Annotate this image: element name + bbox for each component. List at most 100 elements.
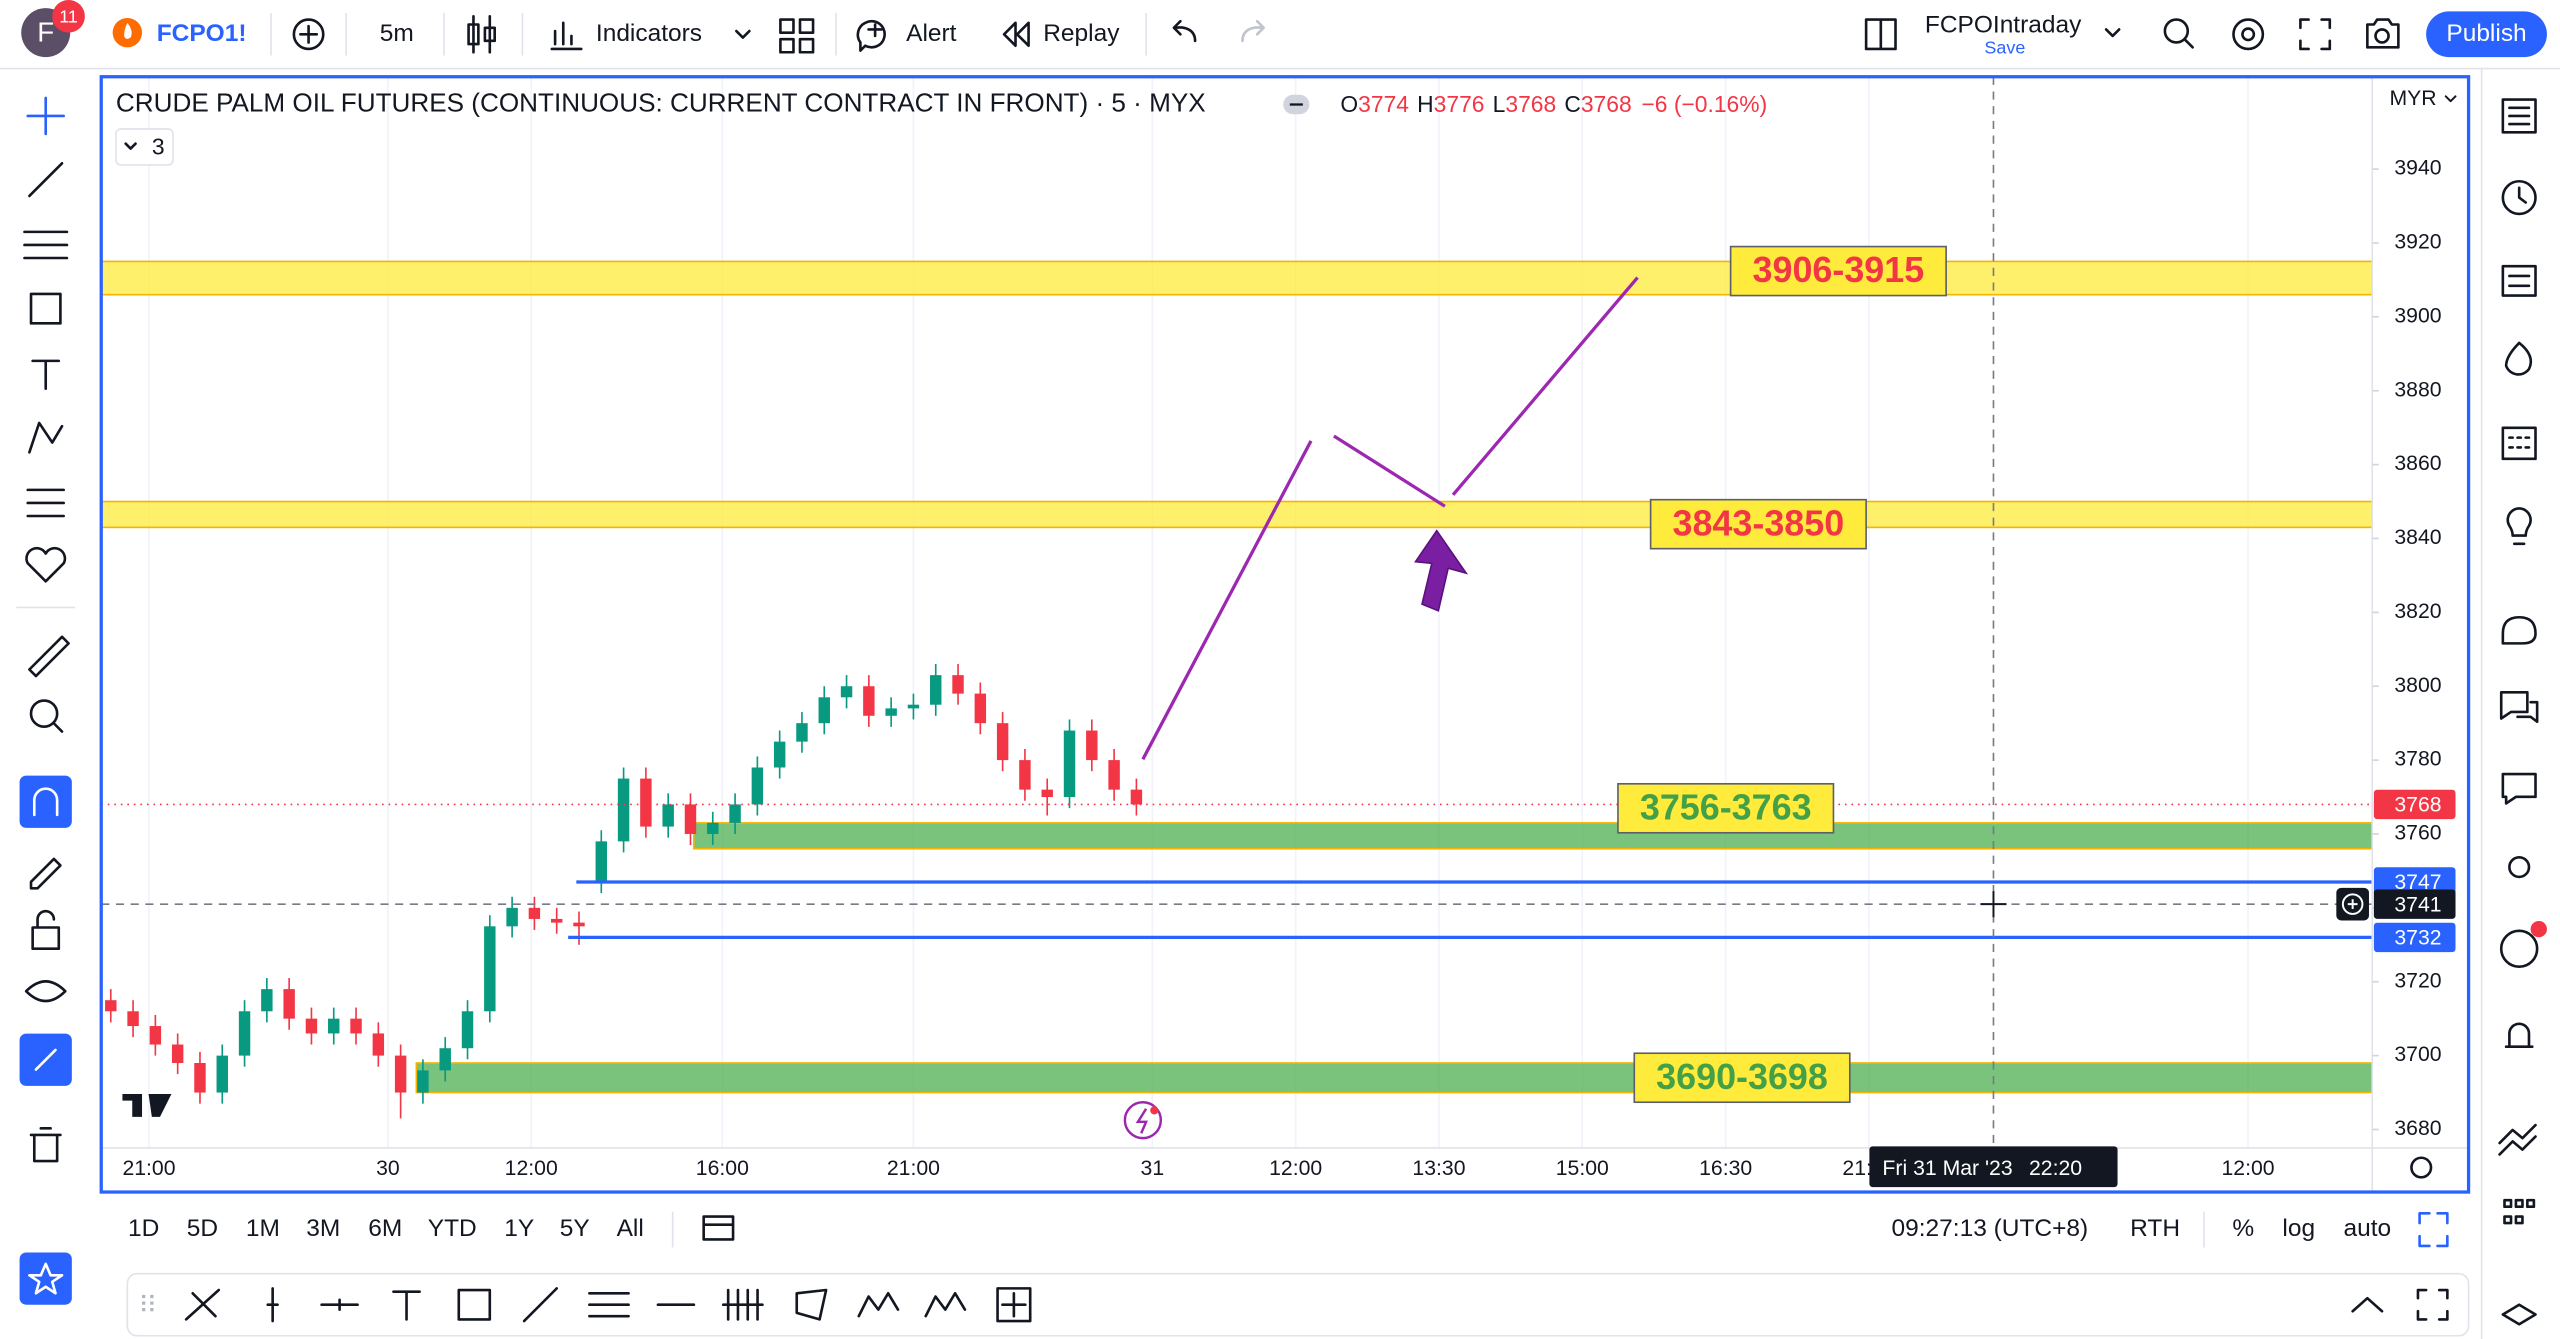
log-toggle[interactable]: log [2282,1215,2315,1242]
favorites-tool[interactable] [25,546,67,583]
ideas[interactable] [2506,507,2532,546]
draw-tool[interactable] [588,1291,630,1318]
news[interactable] [2501,264,2537,297]
range-button[interactable]: 5Y [560,1215,590,1242]
layout-name[interactable]: FCPOIntraday [1925,12,2082,39]
arrow-marker[interactable] [1414,529,1469,612]
candle-body [952,675,964,694]
percent-toggle[interactable]: % [2232,1215,2254,1242]
collapse-toolbar[interactable] [2351,1296,2384,1313]
measure-tool[interactable] [28,635,70,678]
publish-button[interactable] [2426,11,2547,58]
magnet-tool[interactable] [19,775,72,828]
watchlist[interactable] [2501,98,2537,134]
auto-toggle[interactable]: auto [2344,1215,2392,1242]
draw-tool[interactable] [320,1298,359,1311]
undo[interactable] [1172,19,1197,43]
range-button[interactable]: All [617,1215,644,1242]
draw-tool[interactable] [721,1288,764,1321]
fib-tool[interactable] [23,230,69,260]
symbol[interactable]: FCPO1! [157,20,247,47]
zone-label-box[interactable] [1649,498,1867,550]
notifications[interactable] [2504,1022,2534,1049]
trend-line-tool[interactable] [28,161,64,198]
prediction-tool[interactable] [26,488,65,518]
chart-type[interactable] [467,15,497,54]
maximize[interactable] [2416,1288,2449,1321]
goto-date[interactable] [702,1215,735,1241]
chevron[interactable] [735,29,751,39]
draw-tool[interactable] [795,1288,828,1321]
trash-tool[interactable] [29,1127,62,1163]
crosshair-tool[interactable] [26,96,65,136]
session[interactable]: RTH [2130,1215,2180,1242]
visibility-tool[interactable] [24,980,67,1003]
settings[interactable] [2232,18,2265,51]
text-tool[interactable] [31,359,61,390]
zoom-tool[interactable] [29,699,59,728]
snapshot[interactable] [2366,18,2400,49]
calendar[interactable] [2501,426,2537,461]
panel-toggle[interactable] [1864,18,1897,51]
redo[interactable] [1241,19,1265,43]
draw-tool[interactable] [522,1287,559,1323]
zone-label-box[interactable] [1729,245,1947,297]
lock-tool[interactable] [31,909,61,951]
indicators-button[interactable]: Indicators [596,20,702,47]
ideas-stream[interactable] [2501,772,2537,805]
range-button[interactable]: 5D [187,1215,218,1242]
zone-label-box[interactable] [1617,782,1835,834]
auto-fit[interactable] [2418,1211,2449,1248]
streams[interactable] [2501,615,2537,645]
projection-line[interactable] [1141,440,1313,761]
range-button[interactable]: 3M [306,1215,340,1242]
projection-line[interactable] [1451,276,1639,496]
axis-settings[interactable] [2410,1156,2433,1179]
watchlist-star[interactable] [19,1252,72,1305]
pattern-tool[interactable] [28,421,64,454]
draw-tool[interactable] [924,1291,967,1318]
projection-line[interactable] [1333,434,1446,508]
draw-tool[interactable] [857,1291,900,1318]
layouts[interactable] [779,18,815,54]
range-button[interactable]: 1Y [504,1215,534,1242]
chevron[interactable] [2104,28,2121,38]
zone-label: 3690-3698 [1656,1056,1828,1097]
draw-tool[interactable] [457,1288,492,1321]
zone[interactable] [415,1062,2373,1094]
hotlists[interactable] [2504,341,2533,376]
draw-tool[interactable] [996,1287,1032,1323]
zone[interactable] [101,500,2373,529]
zone[interactable] [101,260,2373,296]
range-button[interactable]: 6M [368,1215,402,1242]
range-button[interactable]: 1M [246,1215,280,1242]
alerts[interactable] [2501,179,2537,216]
indicator-toggle[interactable] [115,128,174,166]
chats[interactable] [2499,691,2539,724]
broadcast[interactable] [2499,929,2539,968]
range-button[interactable]: YTD [428,1215,477,1242]
draw-mode[interactable] [29,857,62,890]
currency[interactable]: MYR [2389,87,2436,110]
zone-label-box[interactable] [1633,1052,1851,1104]
draw-tool[interactable] [266,1287,279,1323]
replay-button[interactable]: Replay [1043,20,1120,47]
dom[interactable] [2503,1198,2536,1225]
candle-body [528,907,541,919]
draw-tool[interactable] [184,1288,221,1321]
interval[interactable]: 5m [380,20,414,47]
shape-tool[interactable] [29,292,62,325]
fullscreen[interactable] [2299,18,2332,51]
signals[interactable] [2508,855,2531,879]
range-button[interactable]: 1D [128,1215,159,1242]
search[interactable] [2163,18,2190,44]
trading-panel[interactable] [2498,1123,2537,1156]
alert-button[interactable]: Alert [906,20,957,47]
zone[interactable] [693,822,2373,850]
object-tree[interactable] [2501,1303,2537,1326]
draw-tool[interactable] [392,1290,421,1321]
add-symbol[interactable] [292,18,325,51]
axes: 3680370037203740376037803800382038403860… [122,157,2442,1188]
clock[interactable]: 09:27:13 (UTC+8) [1892,1215,2089,1242]
